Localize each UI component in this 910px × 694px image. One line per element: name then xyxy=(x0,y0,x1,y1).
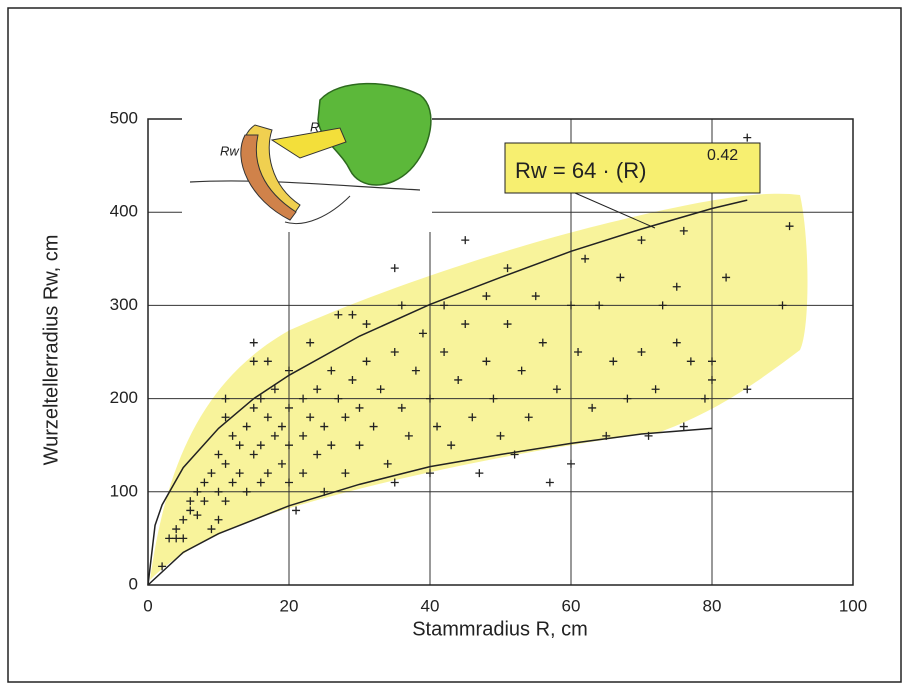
y-tick-label: 0 xyxy=(129,574,138,593)
chart: 0 20 40 60 80 100 0 100 200 300 400 500 Rw R Rw = 6… xyxy=(0,0,910,689)
illustration-label: Rw xyxy=(220,143,240,158)
y-tick-label: 200 xyxy=(110,388,138,407)
x-tick-label: 0 xyxy=(143,596,152,615)
x-axis-label: Stammradius R, cm xyxy=(412,618,588,640)
x-tick-label: 20 xyxy=(280,596,299,615)
y-tick-label: 100 xyxy=(110,481,138,500)
annotation-exponent: 0.42 xyxy=(707,147,738,164)
x-tick-label: 100 xyxy=(839,596,867,615)
illustration-label: R xyxy=(310,119,319,134)
illustration: Rw R xyxy=(182,82,432,232)
annotation: Rw = 64 · (R) xyxy=(515,158,646,183)
y-axis-label: Wurzeltellerradius Rw, cm xyxy=(40,235,62,466)
page: 0 20 40 60 80 100 0 100 200 300 400 500 Rw R Rw = 6… xyxy=(0,0,910,689)
y-tick-label: 300 xyxy=(110,295,138,314)
x-tick-label: 40 xyxy=(421,596,440,615)
x-tick-label: 80 xyxy=(703,596,722,615)
y-tick-label: 500 xyxy=(110,108,138,127)
y-tick-label: 400 xyxy=(110,202,138,221)
x-tick-label: 60 xyxy=(562,596,581,615)
